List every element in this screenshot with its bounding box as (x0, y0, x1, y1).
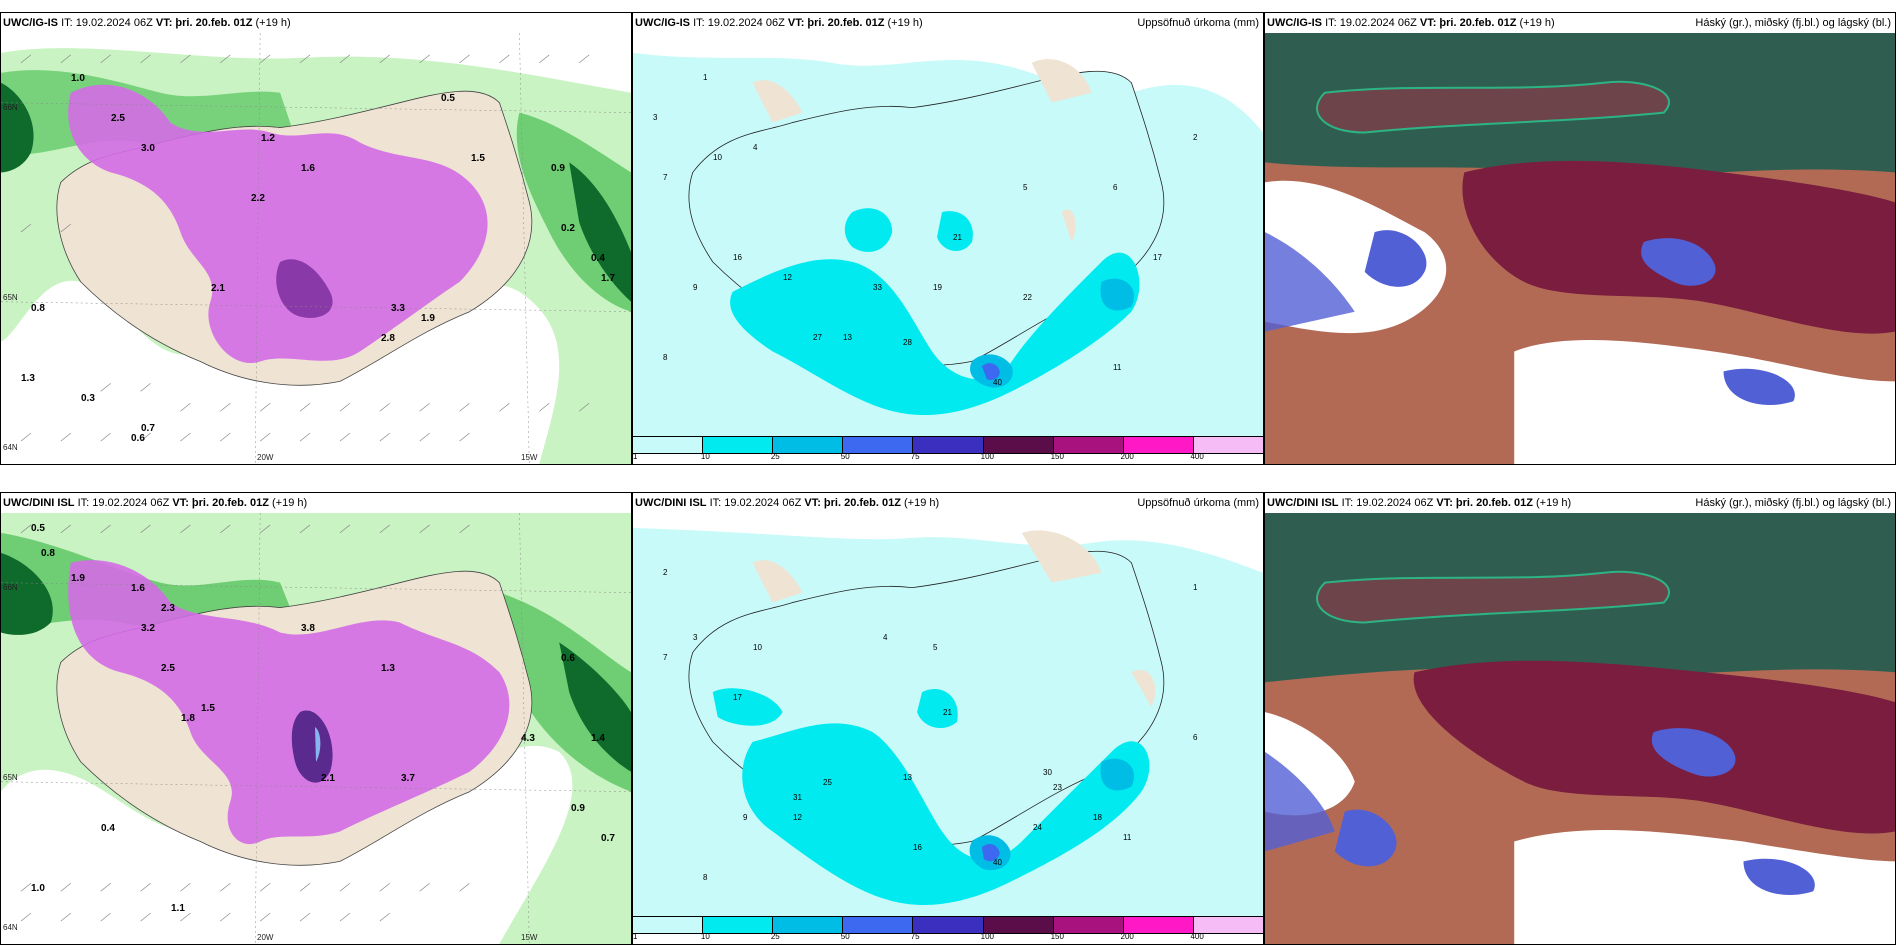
top-precip-panel: UWC/IG-IS IT: 19.02.2024 06Z VT: þri. 20… (632, 12, 1264, 465)
top-cloud-header: UWC/IG-IS IT: 19.02.2024 06Z VT: þri. 20… (1265, 13, 1895, 33)
bottom-precip-panel: UWC/DINI ISL IT: 19.02.2024 06Z VT: þri.… (632, 492, 1264, 945)
bottom-cloud-header: UWC/DINI ISL IT: 19.02.2024 06Z VT: þri.… (1265, 493, 1895, 513)
colorbar-tick: 50 (840, 932, 850, 941)
map-subtitle: Uppsöfnuð úrkoma (mm) (1137, 17, 1259, 29)
lead-time: (+19 h) (1536, 497, 1572, 509)
wind-map (1, 33, 631, 464)
precip-colorbar: 1 10 25 50 75 100 150 200 400 (633, 916, 1263, 944)
init-time: IT: 19.02.2024 06Z (1341, 497, 1434, 509)
bottom-wind-header: UWC/DINI ISL IT: 19.02.2024 06Z VT: þri.… (1, 493, 631, 513)
colorbar-tick: 400 (1190, 452, 1204, 461)
colorbar-tick: 10 (700, 452, 710, 461)
colorbar-tick: 100 (980, 452, 994, 461)
colorbar-tick: 150 (1050, 932, 1064, 941)
colorbar-swatches (633, 436, 1263, 454)
colorbar-swatch (633, 917, 704, 933)
cloud-map (1265, 513, 1895, 944)
map-subtitle: Háský (gr.), miðský (fj.bl.) og lágský (… (1695, 497, 1891, 509)
cloud-map (1265, 33, 1895, 464)
valid-time: VT: þri. 20.feb. 01Z (1419, 17, 1517, 29)
colorbar-swatch (1193, 437, 1263, 453)
valid-time: VT: þri. 20.feb. 01Z (804, 497, 901, 509)
colorbar-swatch (1123, 437, 1194, 453)
map-subtitle: Háský (gr.), miðský (fj.bl.) og lágský (… (1695, 17, 1891, 29)
colorbar-swatch (843, 917, 914, 933)
lead-time: (+19 h) (1519, 17, 1555, 29)
model-name: UWC/DINI ISL (1267, 497, 1339, 509)
colorbar-tick: 50 (840, 452, 850, 461)
init-time: IT: 19.02.2024 06Z (1325, 17, 1417, 29)
colorbar-swatch (1123, 917, 1194, 933)
colorbar-tick: 25 (770, 452, 780, 461)
lead-time: (+19 h) (904, 497, 940, 509)
colorbar-swatches (633, 916, 1263, 934)
precip-map (633, 513, 1263, 916)
colorbar-swatch (843, 437, 914, 453)
bottom-cloud-panel: UWC/DINI ISL IT: 19.02.2024 06Z VT: þri.… (1264, 492, 1896, 945)
lead-time: (+19 h) (272, 497, 308, 509)
bottom-precip-header: UWC/DINI ISL IT: 19.02.2024 06Z VT: þri.… (633, 493, 1263, 513)
lead-time: (+19 h) (255, 17, 291, 29)
model-name: UWC/DINI ISL (3, 497, 75, 509)
top-cloud-panel: UWC/IG-IS IT: 19.02.2024 06Z VT: þri. 20… (1264, 12, 1896, 465)
colorbar-swatch (913, 437, 984, 453)
colorbar-swatch (703, 437, 774, 453)
colorbar-tick: 400 (1190, 932, 1204, 941)
valid-time: VT: þri. 20.feb. 01Z (1436, 497, 1533, 509)
top-wind-header: UWC/IG-IS IT: 19.02.2024 06Z VT: þri. 20… (1, 13, 631, 33)
colorbar-swatch (913, 917, 984, 933)
valid-time: VT: þri. 20.feb. 01Z (172, 497, 269, 509)
colorbar-ticks: 1 10 25 50 75 100 150 200 400 (633, 932, 1263, 944)
top-wind-panel: UWC/IG-IS IT: 19.02.2024 06Z VT: þri. 20… (0, 12, 632, 465)
precip-colorbar: 1 10 25 50 75 100 150 200 400 (633, 436, 1263, 464)
map-subtitle: Uppsöfnuð úrkoma (mm) (1137, 497, 1259, 509)
model-name: UWC/IG-IS (635, 17, 690, 29)
colorbar-swatch (1053, 437, 1124, 453)
top-precip-header: UWC/IG-IS IT: 19.02.2024 06Z VT: þri. 20… (633, 13, 1263, 33)
colorbar-swatch (773, 917, 844, 933)
colorbar-swatch (1193, 917, 1263, 933)
colorbar-tick: 1 (633, 452, 638, 461)
colorbar-tick: 1 (633, 932, 638, 941)
colorbar-ticks: 1 10 25 50 75 100 150 200 400 (633, 452, 1263, 464)
colorbar-tick: 200 (1120, 932, 1134, 941)
colorbar-tick: 75 (910, 452, 920, 461)
colorbar-swatch (773, 437, 844, 453)
init-time: IT: 19.02.2024 06Z (77, 497, 170, 509)
valid-time: VT: þri. 20.feb. 01Z (787, 17, 885, 29)
init-time: IT: 19.02.2024 06Z (709, 497, 802, 509)
colorbar-swatch (633, 437, 704, 453)
model-name: UWC/IG-IS (1267, 17, 1322, 29)
model-name: UWC/IG-IS (3, 17, 58, 29)
colorbar-swatch (1053, 917, 1124, 933)
model-name: UWC/DINI ISL (635, 497, 707, 509)
valid-time: VT: þri. 20.feb. 01Z (155, 17, 253, 29)
lead-time: (+19 h) (887, 17, 923, 29)
precip-map (633, 33, 1263, 436)
colorbar-swatch (983, 917, 1054, 933)
colorbar-swatch (703, 917, 774, 933)
colorbar-tick: 150 (1050, 452, 1064, 461)
colorbar-tick: 10 (700, 932, 710, 941)
colorbar-tick: 75 (910, 932, 920, 941)
wind-map (1, 513, 631, 944)
init-time: IT: 19.02.2024 06Z (61, 17, 153, 29)
colorbar-swatch (983, 437, 1054, 453)
colorbar-tick: 100 (980, 932, 994, 941)
colorbar-tick: 25 (770, 932, 780, 941)
bottom-wind-panel: UWC/DINI ISL IT: 19.02.2024 06Z VT: þri.… (0, 492, 632, 945)
colorbar-tick: 200 (1120, 452, 1134, 461)
init-time: IT: 19.02.2024 06Z (693, 17, 785, 29)
